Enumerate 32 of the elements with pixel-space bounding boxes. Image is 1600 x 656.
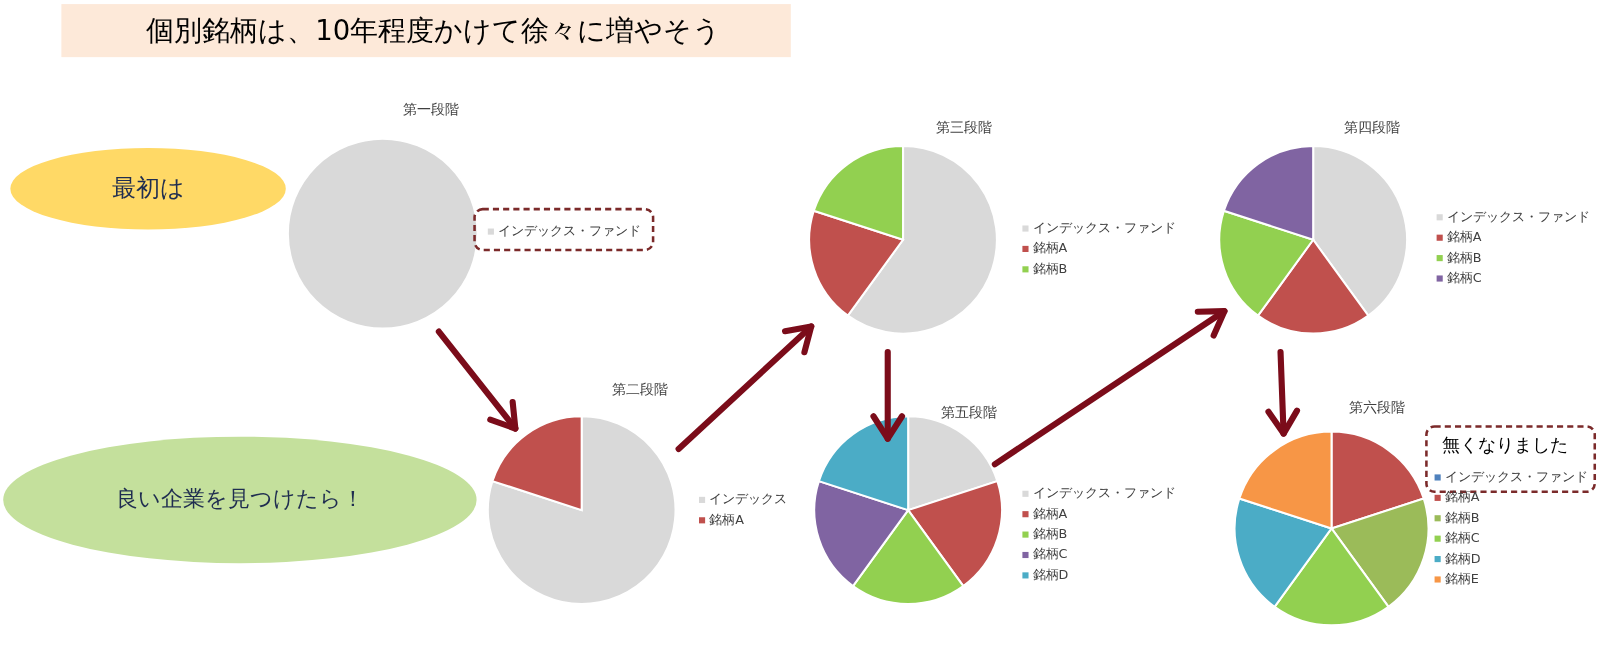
legend-label: インデックス・ファンド	[1032, 485, 1176, 501]
text: 良い企業を見つけたら！	[115, 485, 364, 512]
chart-title: 第一段階	[402, 101, 459, 118]
text: 最初は	[111, 172, 185, 202]
legend-label: 銘柄A	[1444, 489, 1480, 505]
legend-label: インデックス・ファンド	[1444, 468, 1588, 484]
legend-label: 銘柄A	[1032, 505, 1068, 521]
legend-label: 銘柄C	[1444, 530, 1480, 546]
chart-title: 第五段階	[941, 404, 998, 421]
text: 個別銘柄は、10年程度かけて徐々に増やそう	[146, 13, 722, 46]
chart-title: 第四段階	[1344, 118, 1401, 135]
legend-label: 銘柄A	[709, 511, 745, 527]
pie-slice	[486, 415, 677, 605]
legend-label: 銘柄E	[1444, 570, 1479, 586]
legend-label: 銘柄B	[1032, 260, 1068, 276]
legend-label: 銘柄D	[1444, 550, 1481, 566]
legend-label: 銘柄B	[1446, 249, 1482, 265]
legend-label: インデックス・ファンド	[498, 223, 642, 239]
legend-label: 銘柄C	[1446, 270, 1482, 286]
legend-label: 銘柄D	[1032, 566, 1069, 582]
legend-label: インデックス・ファンド	[1032, 220, 1176, 236]
chart-title: 第六段階	[1349, 399, 1406, 416]
legend-label: インデックス・ファンド	[1446, 208, 1590, 224]
legend-label: 銘柄A	[1446, 229, 1482, 245]
legend-label: インデックス	[709, 491, 788, 507]
legend-label: 銘柄B	[1032, 526, 1068, 542]
chart-title: 第二段階	[611, 380, 668, 397]
legend-label: 銘柄A	[1032, 240, 1068, 256]
legend-label: 銘柄B	[1444, 509, 1480, 525]
legend-label: 銘柄C	[1032, 546, 1068, 562]
chart-title: 第三段階	[936, 118, 993, 135]
text: 無くなりました	[1441, 433, 1568, 455]
